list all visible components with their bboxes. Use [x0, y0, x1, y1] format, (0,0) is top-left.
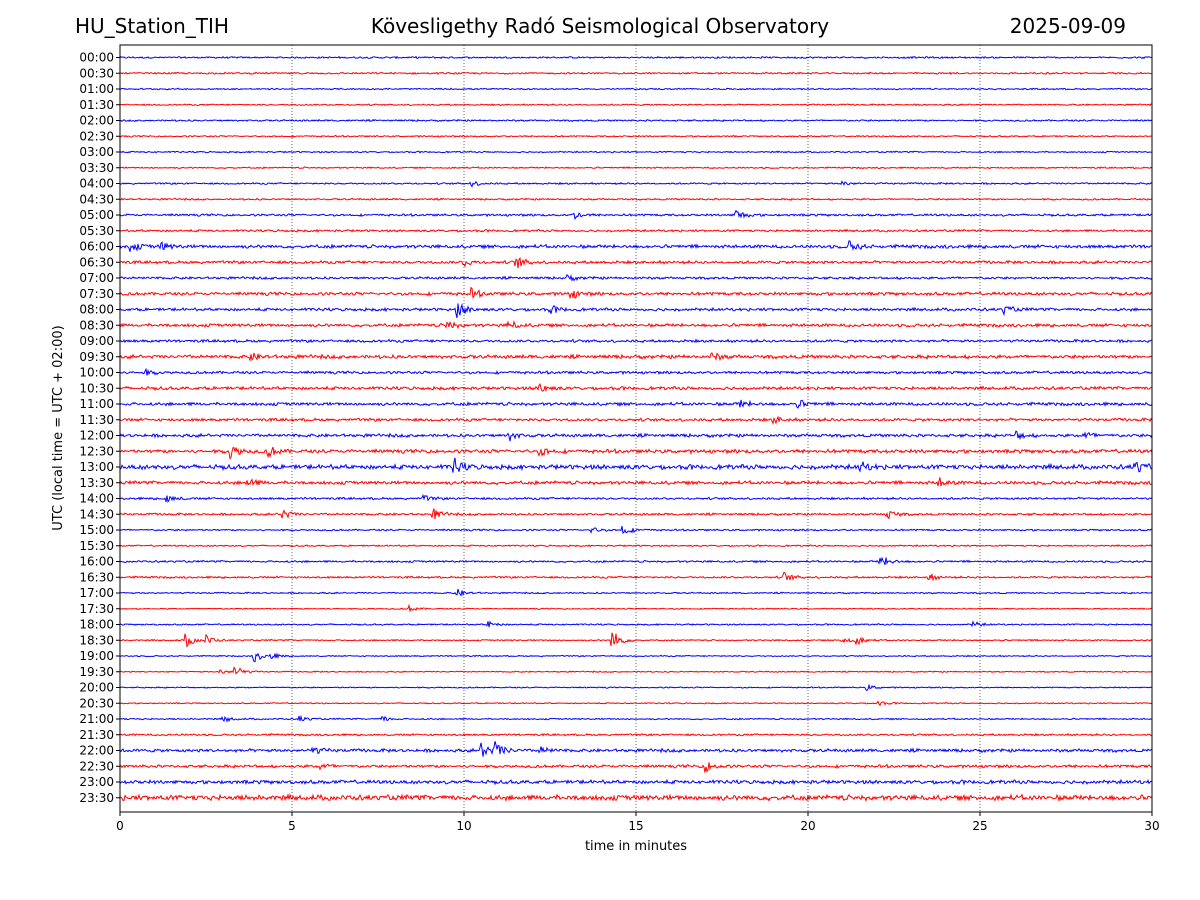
- y-tick-label: 20:30: [79, 696, 114, 710]
- trace-0630: [119, 256, 1153, 269]
- y-tick-label: 01:00: [79, 82, 114, 96]
- trace-1500: [119, 525, 1153, 535]
- y-tick-label: 08:00: [79, 303, 114, 317]
- trace-2030: [119, 700, 1153, 707]
- y-tick-label: 10:00: [79, 366, 114, 380]
- y-tick-label: 19:00: [79, 649, 114, 663]
- trace-0300: [119, 150, 1153, 154]
- x-tick-label: 0: [116, 819, 124, 833]
- trace-1330: [119, 477, 1153, 487]
- trace-2100: [119, 714, 1153, 723]
- y-tick-label: 02:30: [79, 129, 114, 143]
- trace-2130: [119, 732, 1153, 737]
- y-tick-label: 12:00: [79, 429, 114, 443]
- y-tick-label: 18:00: [79, 618, 114, 632]
- x-tick-label: 20: [800, 819, 815, 833]
- chart-title: Kövesligethy Radó Seismological Observat…: [370, 14, 830, 38]
- y-tick-label: 23:30: [79, 791, 114, 805]
- y-tick-label: 06:00: [79, 240, 114, 254]
- trace-1900: [119, 652, 1153, 663]
- trace-1630: [119, 571, 1153, 582]
- y-tick-label: 14:30: [79, 507, 114, 521]
- x-tick-label: 15: [628, 819, 643, 833]
- y-tick-label: 08:30: [79, 318, 114, 332]
- trace-0100: [119, 87, 1153, 91]
- y-tick-label: 09:30: [79, 350, 114, 364]
- trace-0900: [119, 338, 1153, 344]
- y-tick-label: 06:30: [79, 255, 114, 269]
- grid-lines: [291, 45, 981, 812]
- y-tick-label: 19:30: [79, 665, 114, 679]
- y-tick-label: 03:00: [79, 145, 114, 159]
- trace-1130: [119, 415, 1153, 426]
- trace-0500: [119, 209, 1153, 221]
- x-axis-label: time in minutes: [585, 839, 687, 854]
- trace-0730: [119, 286, 1153, 300]
- y-tick-label: 21:00: [79, 712, 114, 726]
- trace-2230: [119, 762, 1153, 773]
- x-tick-label: 5: [288, 819, 296, 833]
- y-tick-label: 17:00: [79, 586, 114, 600]
- y-tick-label: 21:30: [79, 728, 114, 742]
- trace-2300: [119, 778, 1153, 786]
- trace-1730: [119, 603, 1153, 612]
- y-tick-label: 22:00: [79, 744, 114, 758]
- y-tick-label: 16:00: [79, 555, 114, 569]
- y-tick-label: 03:30: [79, 161, 114, 175]
- y-tick-label: 22:30: [79, 759, 114, 773]
- trace-0530: [119, 228, 1153, 234]
- x-tick-label: 25: [972, 819, 987, 833]
- y-tick-label: 04:00: [79, 177, 114, 191]
- trace-2200: [119, 741, 1153, 757]
- x-axis: 0 5 10 15 20 25 30: [116, 812, 1160, 833]
- trace-1700: [119, 588, 1153, 597]
- y-tick-label: 14:00: [79, 492, 114, 506]
- y-tick-label: 05:00: [79, 208, 114, 222]
- y-tick-label: 13:30: [79, 476, 114, 490]
- x-tick-label: 10: [456, 819, 471, 833]
- y-tick-label: 04:30: [79, 192, 114, 206]
- y-tick-label: 18:30: [79, 633, 114, 647]
- date-label: 2025-09-09: [1009, 14, 1126, 38]
- y-tick-label: 09:00: [79, 334, 114, 348]
- trace-0130: [119, 103, 1153, 107]
- y-tick-label: 11:30: [79, 413, 114, 427]
- y-tick-label: 15:30: [79, 539, 114, 553]
- trace-1530: [119, 544, 1153, 548]
- x-tick-label: 30: [1144, 819, 1159, 833]
- y-tick-label: 11:00: [79, 397, 114, 411]
- y-axis-label: UTC (local time = UTC + 02:00): [51, 325, 66, 530]
- y-tick-label: 13:00: [79, 460, 114, 474]
- y-tick-label: 15:00: [79, 523, 114, 537]
- y-tick-label: 05:30: [79, 224, 114, 238]
- y-tick-label: 00:30: [79, 66, 114, 80]
- y-tick-label: 17:30: [79, 602, 114, 616]
- y-tick-label: 01:30: [79, 98, 114, 112]
- y-tick-label: 12:30: [79, 444, 114, 458]
- y-tick-label: 20:00: [79, 681, 114, 695]
- trace-0330: [119, 166, 1153, 170]
- y-tick-label: 00:00: [79, 51, 114, 65]
- y-tick-label: 10:30: [79, 381, 114, 395]
- trace-1100: [119, 399, 1153, 409]
- y-tick-label: 02:00: [79, 114, 114, 128]
- station-label: HU_Station_TIH: [75, 14, 229, 38]
- y-tick-label: 16:30: [79, 570, 114, 584]
- trace-1930: [119, 666, 1153, 675]
- y-tick-label: 07:30: [79, 287, 114, 301]
- trace-0700: [119, 274, 1153, 282]
- y-tick-label: 07:00: [79, 271, 114, 285]
- y-tick-label: 23:00: [79, 775, 114, 789]
- trace-0230: [119, 134, 1153, 138]
